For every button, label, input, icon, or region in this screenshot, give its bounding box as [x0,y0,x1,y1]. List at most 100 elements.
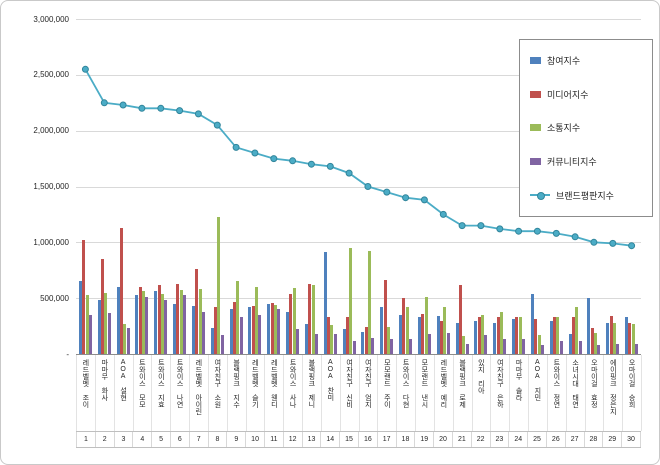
rank-cell: 29 [603,432,623,447]
category-separator [132,355,134,431]
y-axis-tick-label: 1,000,000 [33,237,69,247]
bar [493,322,497,354]
bar [609,316,613,354]
category-label: 트와이스 다현 [402,359,410,408]
bar [446,332,450,354]
rank-cell: 5 [152,432,171,447]
bar [333,333,337,354]
rank-cell: 18 [397,432,416,447]
bar [292,288,296,354]
bar [409,339,413,354]
bar [440,320,444,354]
bar [78,281,82,354]
category-label: AOA 지민 [533,359,541,401]
category-separator [207,355,209,431]
line-marker [270,155,278,163]
bar [198,289,202,354]
category-separator [94,355,96,431]
bar [345,317,349,354]
rank-cell: 11 [265,432,284,447]
rank-cell: 9 [227,432,247,447]
bar [123,323,127,354]
line-marker [345,169,353,177]
bar [327,317,331,354]
category-label: 블랙핑크 제니 [307,359,315,408]
bar [553,317,557,354]
category-separator [264,355,266,431]
x-axis-line [76,354,641,355]
bar [462,336,466,354]
bar [481,314,485,354]
line-marker [628,242,636,250]
legend-marker-community [530,158,541,166]
bar [635,343,639,354]
bar [386,327,390,354]
bar [349,247,353,354]
gridline [76,242,641,244]
bar [342,329,346,354]
category-label: 마마무 화사 [100,359,108,401]
legend-line-dot [537,192,545,201]
category-separator [283,355,285,431]
category-label: 모모랜드 주이 [383,359,391,408]
gridline [76,19,641,20]
bar [229,309,233,354]
bar [308,283,312,354]
bar [107,312,111,354]
bar [484,335,488,354]
rank-cell: 26 [547,432,566,447]
bar [368,251,372,354]
bar [458,284,462,354]
rank-cell: 23 [491,432,510,447]
y-axis-tick-label: 2,000,000 [33,126,69,136]
bar [255,287,259,354]
bar [217,216,221,354]
category-separator [151,355,153,431]
bar [597,345,601,354]
category-separator [415,355,416,431]
category-separator [358,355,360,431]
bar [251,305,255,354]
rank-cell: 22 [472,432,491,447]
bar [390,339,394,354]
legend-item: 브랜드평판지수 [530,189,652,202]
legend-item: 참여지수 [530,54,652,67]
line-marker [383,188,391,196]
category-label: 트와이스 모모 [138,359,146,408]
legend-label: 참여지수 [547,56,581,67]
category-separator [509,355,511,431]
bar [277,309,281,354]
rank-cell: 20 [434,432,453,447]
bar [383,280,387,354]
rank-cell: 4 [133,432,153,447]
rank-cell: 25 [528,432,547,447]
bar [625,317,629,354]
bar [628,322,632,354]
bar [183,294,187,354]
bar [97,300,101,354]
bar [568,333,572,354]
bar [82,240,86,354]
line-marker [307,160,315,168]
line-marker [609,239,617,247]
legend-marker-communication [530,124,541,132]
category-separator [245,355,247,431]
category-separator [170,355,172,431]
line-marker [194,110,202,118]
bar [534,319,538,354]
bar [364,327,368,354]
bar [537,335,541,354]
bar [424,297,428,354]
bar [289,293,293,354]
legend: 참여지수 미디어지수 소통지수 커뮤니티지수 브랜드평판지수 [519,39,653,217]
bar [371,338,375,354]
bar [530,293,534,354]
bar [164,300,168,354]
line-marker [81,65,89,73]
category-label: 오마이걸 효정 [590,359,598,408]
bar [606,322,610,354]
rank-cell: 24 [509,432,529,447]
bar [135,294,139,354]
line-marker [458,222,466,230]
